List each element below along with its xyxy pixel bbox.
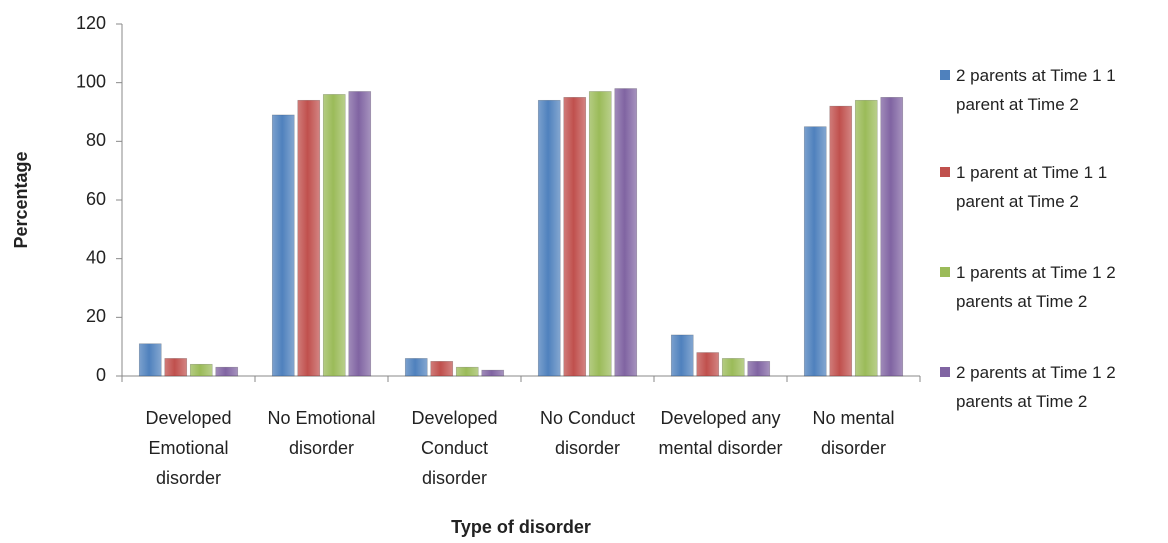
bar — [696, 352, 720, 377]
bar — [271, 114, 295, 377]
y-axis-title: Percentage — [11, 151, 31, 248]
bar — [481, 369, 505, 377]
x-tick-label: Developed any mental disorder — [658, 408, 783, 458]
legend-swatch — [940, 167, 950, 177]
x-tick-label: No mental disorder — [812, 408, 895, 458]
bar — [404, 358, 428, 377]
x-tick-label: Developed Conduct disorder — [411, 408, 498, 488]
x-tick-label: No Conduct disorder — [539, 408, 636, 458]
bar — [670, 334, 694, 377]
bar — [588, 91, 612, 377]
y-tick-label: 100 — [76, 71, 106, 91]
legend-swatch — [940, 367, 950, 377]
x-tick-label: Developed Emotional disorder — [145, 408, 232, 488]
bar — [829, 105, 853, 377]
bar — [138, 343, 162, 377]
x-tick-label: No Emotional disorder — [267, 408, 376, 458]
legend-label: 2 parents at Time 1 2 parents at Time 2 — [956, 363, 1116, 411]
y-tick-label: 80 — [86, 130, 106, 150]
bar — [215, 366, 239, 377]
y-tick-label: 0 — [96, 365, 106, 385]
bar — [322, 94, 346, 377]
bar — [747, 361, 771, 377]
bar — [430, 361, 454, 377]
bar — [164, 358, 188, 377]
y-tick-label: 40 — [86, 247, 106, 267]
bar — [563, 97, 587, 377]
legend-swatch — [940, 70, 950, 80]
bar — [348, 91, 372, 377]
bar — [880, 97, 904, 377]
bar — [297, 99, 321, 377]
legend-label: 1 parent at Time 1 1 parent at Time 2 — [956, 163, 1108, 211]
bar — [803, 126, 827, 377]
bar — [189, 363, 213, 377]
bar — [614, 88, 638, 377]
x-axis-title: Type of disorder — [451, 517, 591, 537]
y-tick-label: 120 — [76, 13, 106, 33]
y-tick-label: 20 — [86, 306, 106, 326]
bar — [537, 99, 561, 377]
bar — [455, 366, 479, 377]
bar — [854, 99, 878, 377]
bar — [721, 358, 745, 377]
y-tick-label: 60 — [86, 189, 106, 209]
legend-label: 2 parents at Time 1 1 parent at Time 2 — [956, 66, 1116, 114]
legend-label: 1 parents at Time 1 2 parents at Time 2 — [956, 263, 1116, 311]
legend-swatch — [940, 267, 950, 277]
